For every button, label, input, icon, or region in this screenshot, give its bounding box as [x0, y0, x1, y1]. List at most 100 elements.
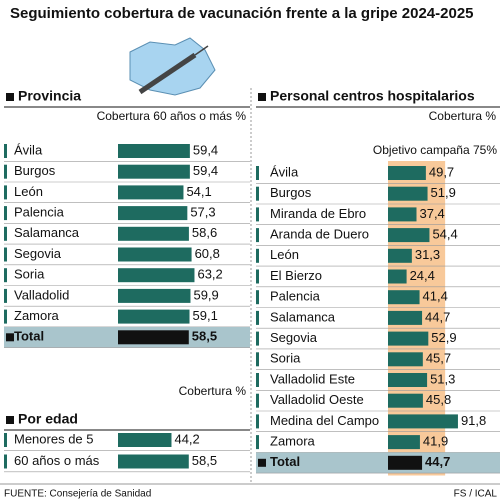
value-label: 24,4 — [410, 268, 435, 283]
row-marker — [256, 228, 259, 243]
value-label: 49,7 — [429, 164, 454, 179]
bar — [388, 228, 430, 243]
value-label: 54,1 — [186, 184, 211, 199]
bar — [118, 247, 192, 262]
value-label: 51,3 — [430, 371, 455, 386]
category-label: Zamora — [270, 434, 316, 449]
value-label: 91,8 — [461, 413, 486, 428]
value-label: 44,7 — [425, 454, 450, 469]
row-marker — [256, 331, 259, 346]
source: FUENTE: Consejería de Sanidad — [4, 489, 151, 500]
bullet — [258, 93, 266, 101]
row-marker — [4, 226, 7, 241]
category-label: Aranda de Duero — [270, 227, 369, 242]
bar — [118, 330, 189, 345]
annotation: Objetivo campaña 75% — [373, 143, 497, 157]
row-marker — [4, 144, 7, 158]
bar — [388, 248, 412, 263]
category-label: Valladolid Este — [270, 371, 355, 386]
row-marker — [256, 435, 259, 450]
value-label: 59,4 — [193, 163, 218, 178]
row-marker — [4, 288, 7, 303]
bar — [388, 290, 420, 305]
section-title: Personal centros hospitalarios — [270, 88, 475, 104]
category-label: Burgos — [14, 163, 56, 178]
bar — [388, 373, 428, 387]
bullet — [6, 333, 14, 342]
row-marker — [4, 309, 7, 324]
section-title: Por edad — [18, 411, 78, 427]
value-label: 44,7 — [425, 309, 450, 324]
bar — [388, 269, 407, 284]
subtitle: Cobertura % — [179, 384, 247, 398]
value-label: 63,2 — [197, 267, 222, 282]
category-label: Total — [14, 329, 44, 344]
bar — [118, 144, 190, 158]
category-label: León — [14, 184, 43, 199]
credit: FS / ICAL — [454, 489, 498, 500]
category-label: Menores de 5 — [14, 431, 94, 446]
bar — [388, 435, 420, 450]
value-label: 41,4 — [423, 289, 448, 304]
bar — [118, 185, 184, 200]
category-label: Valladolid — [14, 287, 69, 302]
row-marker — [4, 268, 7, 283]
row-marker — [256, 248, 259, 263]
category-label: Zamora — [14, 308, 60, 323]
category-label: León — [270, 247, 299, 262]
category-label: Soria — [14, 267, 45, 282]
value-label: 31,3 — [415, 247, 440, 262]
bar — [388, 207, 417, 222]
value-label: 54,4 — [432, 227, 457, 242]
row-marker — [4, 185, 7, 200]
bar — [118, 433, 172, 447]
value-label: 58,5 — [192, 453, 217, 468]
category-label: Segovia — [270, 330, 318, 345]
map-icon — [129, 37, 216, 96]
row-marker — [256, 373, 259, 387]
bar — [118, 226, 189, 241]
bar — [118, 268, 195, 283]
section-title: Provincia — [18, 88, 81, 104]
bullet — [6, 416, 14, 424]
bullet — [258, 458, 266, 467]
bar — [388, 455, 423, 470]
category-label: Salamanca — [270, 309, 336, 324]
category-label: Palencia — [14, 205, 65, 220]
category-label: Medina del Campo — [270, 413, 379, 428]
value-label: 57,3 — [190, 205, 215, 220]
total-row — [256, 452, 500, 474]
bar — [118, 454, 189, 469]
row-marker — [256, 414, 259, 429]
value-label: 58,5 — [192, 329, 217, 344]
value-label: 45,8 — [426, 392, 451, 407]
value-label: 51,9 — [431, 185, 456, 200]
row-marker — [256, 352, 259, 367]
row-marker — [4, 206, 7, 221]
bar — [388, 352, 423, 367]
category-label: Total — [270, 454, 300, 469]
value-label: 41,9 — [423, 434, 448, 449]
category-label: Valladolid Oeste — [270, 392, 364, 407]
bar — [118, 288, 191, 303]
row-marker — [256, 290, 259, 305]
subtitle: Cobertura % — [429, 109, 497, 123]
row-marker — [256, 207, 259, 222]
value-label: 59,9 — [193, 287, 218, 302]
value-label: 45,7 — [426, 351, 451, 366]
row-marker — [4, 454, 7, 469]
row-marker — [256, 393, 259, 408]
value-label: 59,1 — [193, 308, 218, 323]
category-label: Palencia — [270, 289, 321, 304]
category-label: Segovia — [14, 246, 62, 261]
value-label: 52,9 — [431, 330, 456, 345]
category-label: Ávila — [14, 142, 43, 157]
category-label: Soria — [270, 351, 301, 366]
category-label: Ávila — [270, 164, 299, 179]
row-marker — [4, 247, 7, 262]
value-label: 59,4 — [193, 142, 218, 157]
title: Seguimiento cobertura de vacunación fren… — [10, 5, 474, 22]
bullet — [6, 93, 14, 101]
value-label: 58,6 — [192, 225, 217, 240]
